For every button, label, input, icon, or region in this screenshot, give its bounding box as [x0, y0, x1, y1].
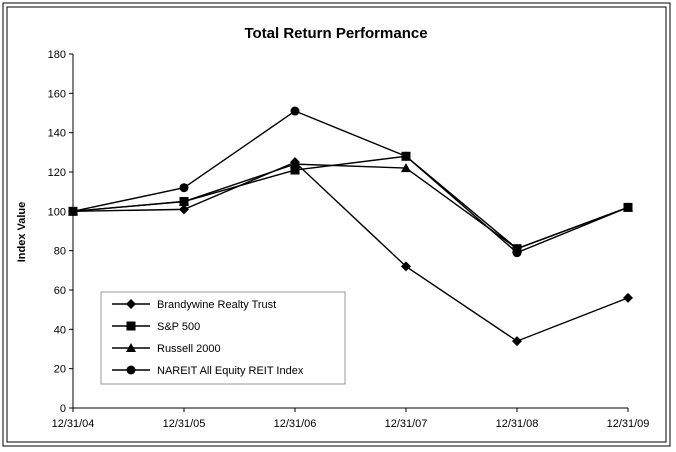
data-point-triangle	[290, 159, 300, 169]
legend-entry: S&P 500	[112, 321, 200, 333]
x-tick-label: 12/31/05	[163, 418, 206, 430]
data-point-diamond	[179, 204, 189, 215]
y-axis-label: Index Value	[16, 202, 28, 263]
data-point-circle	[623, 202, 633, 212]
legend-marker-triangle	[126, 343, 136, 352]
y-tick-label: 180	[48, 49, 66, 61]
legend-entry: NAREIT All Equity REIT Index	[112, 365, 304, 377]
data-point-diamond	[623, 292, 633, 303]
data-point-circle	[512, 248, 522, 258]
legend-marker-circle	[126, 365, 136, 375]
legend-entry: Brandywine Realty Trust	[112, 299, 276, 311]
data-point-circle	[401, 151, 411, 161]
data-point-circle	[179, 183, 189, 193]
chart-inner-frame	[6, 6, 667, 443]
legend: Brandywine Realty Trust S&P 500 Russell 20…	[100, 291, 346, 385]
y-tick-label: 140	[48, 128, 66, 140]
data-point-triangle	[401, 163, 411, 173]
legend-marker-square	[126, 321, 136, 331]
x-tick-labels: 12/31/04 12/31/05 12/31/06 12/31/07 12/31/08…	[52, 418, 650, 430]
y-tick-label: 40	[54, 324, 66, 336]
series-line	[72, 161, 629, 342]
legend-label: Russell 2000	[157, 343, 221, 355]
y-tick-label: 120	[48, 167, 66, 179]
y-tick-label: 160	[48, 88, 66, 100]
data-point-diamond	[512, 336, 522, 347]
legend-items: Brandywine Realty Trust S&P 500 Russell 20…	[112, 299, 304, 377]
y-tick-labels: 0 20 40 60 80 100 120 140 160 180	[48, 49, 66, 415]
x-tick-label: 12/31/07	[385, 418, 428, 430]
chart-title: Total Return Performance	[244, 25, 427, 42]
series-line	[72, 110, 629, 254]
legend-label: Brandywine Realty Trust	[157, 299, 276, 311]
x-tick-label: 12/31/04	[52, 418, 95, 430]
y-tick-label: 60	[54, 285, 66, 297]
y-tick-label: 100	[48, 206, 66, 218]
series-line	[72, 163, 629, 250]
data-point-circle	[68, 206, 78, 216]
series-circle	[68, 106, 633, 258]
legend-box	[100, 291, 346, 385]
legend-label: NAREIT All Equity REIT Index	[157, 365, 304, 377]
x-tick-label: 12/31/08	[496, 418, 539, 430]
legend-entry: Russell 2000	[112, 343, 221, 355]
legend-label: S&P 500	[157, 321, 200, 333]
x-tick-label: 12/31/09	[607, 418, 650, 430]
y-tick-label: 20	[54, 364, 66, 376]
data-point-square	[290, 165, 300, 175]
data-point-diamond	[401, 261, 411, 272]
y-tick-label: 0	[60, 403, 66, 415]
data-point-circle	[290, 106, 300, 116]
legend-marker-diamond	[126, 299, 136, 309]
axes	[69, 53, 629, 412]
data-point-triangle	[179, 196, 189, 206]
x-tick-label: 12/31/06	[274, 418, 317, 430]
y-tick-label: 80	[54, 246, 66, 258]
series-group	[68, 106, 633, 347]
